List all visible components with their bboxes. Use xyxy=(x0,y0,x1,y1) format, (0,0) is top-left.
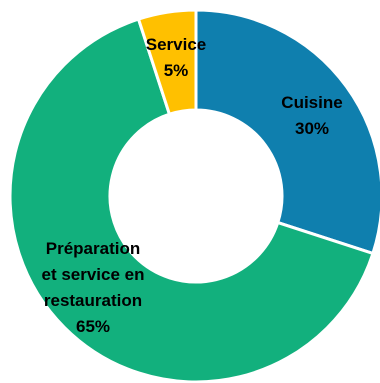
data-label-1: Cuisine 30% xyxy=(281,93,342,138)
slice-cuisine xyxy=(194,8,380,256)
data-label-3: Service 5% xyxy=(146,35,207,80)
labels-group: Cuisine 30% Préparation et service en restau… xyxy=(41,35,342,336)
slice-service xyxy=(136,8,198,117)
data-label-2: Préparation et service en restauration 65% xyxy=(41,239,144,336)
slice-preparation xyxy=(8,17,375,383)
slices-group xyxy=(8,8,380,383)
